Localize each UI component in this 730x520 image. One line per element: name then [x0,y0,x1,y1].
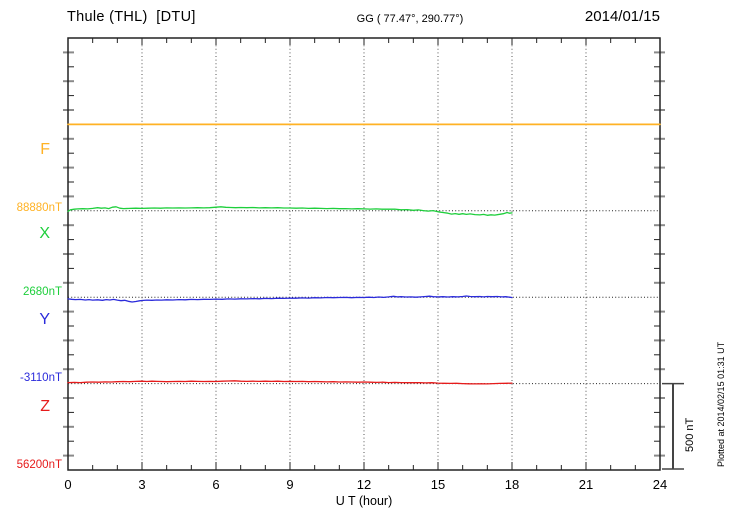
plotted-timestamp: Plotted at 2014/02/15 01:31 UT [716,341,726,467]
component-baseline-F: 88880nT [16,202,62,214]
x-tick-24: 24 [652,477,668,492]
component-baseline-Z: 56200nT [16,459,62,471]
x-tick-15: 15 [430,477,446,492]
x-tick-3: 3 [138,477,146,492]
component-label-Z: Z 56200nT [0,362,63,508]
station-title: Thule (THL) [DTU] [67,9,196,25]
component-letter-X: X [39,225,50,242]
component-label-X: X 2680nT [0,189,63,335]
geographic-coordinates: GG ( 77.47°, 290.77°) [356,13,464,25]
component-label-F: F 88880nT [0,105,63,251]
x-tick-0: 0 [64,477,72,492]
component-baseline-Y: -3110nT [20,372,62,384]
x-tick-18: 18 [504,477,520,492]
component-baseline-X: 2680nT [22,286,62,298]
x-axis-title: U T (hour) [335,494,393,508]
plot-date: 2014/01/15 [584,8,660,25]
x-tick-21: 21 [578,477,594,492]
scale-bar-label: 500 nT [684,417,696,452]
component-letter-Z: Z [40,398,50,415]
x-tick-9: 9 [286,477,294,492]
component-letter-F: F [40,141,50,158]
x-tick-12: 12 [356,477,372,492]
x-tick-6: 6 [212,477,220,492]
component-label-Y: Y -3110nT [0,275,63,421]
component-letter-Y: Y [39,311,50,328]
